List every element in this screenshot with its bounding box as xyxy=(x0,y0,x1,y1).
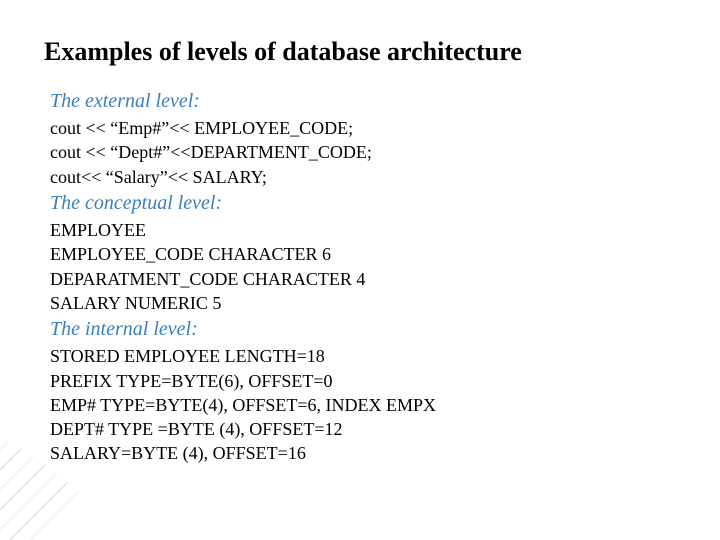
page-title: Examples of levels of database architect… xyxy=(44,36,680,67)
external-line: cout<< “Salary”<< SALARY; xyxy=(50,165,680,189)
external-heading: The external level: xyxy=(50,89,680,114)
internal-line: SALARY=BYTE (4), OFFSET=16 xyxy=(50,441,680,465)
slide: Examples of levels of database architect… xyxy=(0,0,720,540)
conceptual-heading: The conceptual level: xyxy=(50,191,680,216)
internal-line: PREFIX TYPE=BYTE(6), OFFSET=0 xyxy=(50,369,680,393)
conceptual-line: DEPARATMENT_CODE CHARACTER 4 xyxy=(50,267,680,291)
internal-line: EMP# TYPE=BYTE(4), OFFSET=6, INDEX EMPX xyxy=(50,393,680,417)
internal-level-block: The internal level: STORED EMPLOYEE LENG… xyxy=(50,317,680,465)
external-line: cout << “Emp#”<< EMPLOYEE_CODE; xyxy=(50,116,680,140)
conceptual-line: EMPLOYEE xyxy=(50,218,680,242)
internal-line: DEPT# TYPE =BYTE (4), OFFSET=12 xyxy=(50,417,680,441)
conceptual-line: SALARY NUMERIC 5 xyxy=(50,291,680,315)
internal-heading: The internal level: xyxy=(50,317,680,342)
external-line: cout << “Dept#”<<DEPARTMENT_CODE; xyxy=(50,140,680,164)
internal-line: STORED EMPLOYEE LENGTH=18 xyxy=(50,344,680,368)
conceptual-level-block: The conceptual level: EMPLOYEE EMPLOYEE_… xyxy=(50,191,680,315)
conceptual-line: EMPLOYEE_CODE CHARACTER 6 xyxy=(50,242,680,266)
external-level-block: The external level: cout << “Emp#”<< EMP… xyxy=(50,89,680,189)
